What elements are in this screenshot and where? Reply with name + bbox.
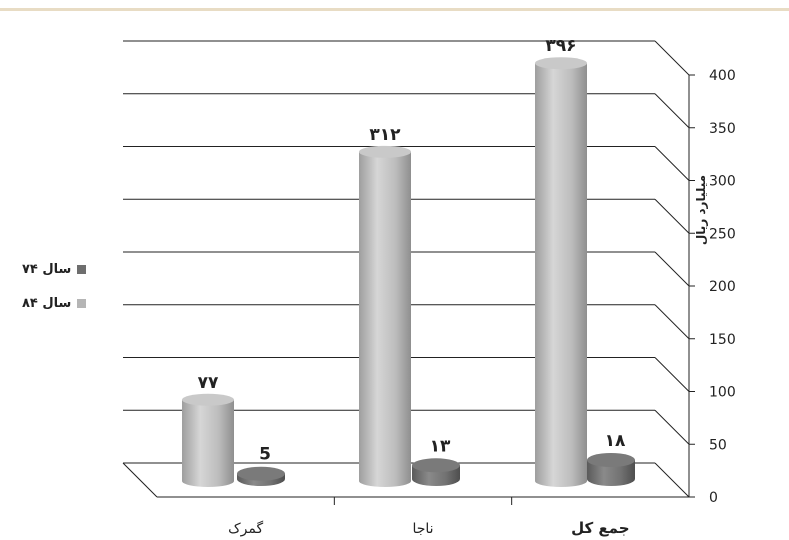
data-label-series-0: ۳۹۶ [545, 36, 576, 56]
gridline-side [654, 409, 690, 445]
bar-series-0 [535, 57, 587, 487]
gridline-side [654, 146, 690, 181]
gridline-side [654, 93, 690, 129]
y-tick-label: 150 [709, 332, 736, 348]
floor-left-edge [122, 462, 158, 498]
x-tick-label: جمع کل [571, 519, 629, 537]
gridline-side [654, 357, 690, 392]
bar-series-1 [237, 466, 285, 486]
legend-swatch-series-0 [77, 299, 87, 308]
y-tick-label: 400 [709, 68, 736, 84]
x-tick-label: گمرک [228, 520, 263, 537]
legend-swatch-series-1 [77, 265, 87, 274]
y-tick-label: 100 [709, 385, 736, 401]
bar-series-0 [182, 393, 234, 487]
gridline-side [654, 251, 690, 287]
bar-series-1-top [587, 453, 635, 468]
legend-item-series-0: سال ۸۴ [22, 296, 87, 311]
bar-series-0-top [182, 393, 234, 406]
legend-label-series-0: سال ۸۴ [22, 296, 72, 311]
bar-series-1-top [237, 466, 285, 481]
bar-series-0-top [359, 145, 411, 158]
gridline-side [654, 40, 690, 76]
bar-series-0 [359, 145, 411, 487]
gridline-side [654, 198, 690, 234]
data-label-series-1: ۱۸ [605, 431, 626, 451]
data-label-series-0: ۷۷ [198, 373, 219, 393]
gridline-side [654, 462, 690, 498]
y-tick-label: 50 [709, 437, 727, 453]
y-axis-label: میلیارد ریال [694, 174, 708, 246]
data-label-series-1: ۱۳ [430, 436, 451, 456]
y-tick-label: 0 [709, 490, 718, 506]
bar-series-0-body [535, 63, 587, 481]
y-tick-label: 200 [709, 279, 736, 295]
x-tick-label: ناجا [412, 521, 433, 537]
bar-series-1 [587, 453, 635, 486]
bar-series-0-top [535, 57, 587, 70]
top-rule [0, 8, 789, 11]
y-tick-label: 250 [709, 226, 736, 242]
legend-label-series-1: سال ۷۴ [22, 262, 72, 277]
gridline-side [654, 304, 690, 340]
y-tick-label: 350 [709, 121, 736, 137]
bar-series-1 [412, 458, 460, 486]
bar-series-0-body [359, 151, 411, 481]
bar-series-1-top [412, 458, 460, 473]
data-label-series-0: ۳۱۲ [369, 125, 401, 145]
bar-series-0-body [182, 399, 234, 481]
y-tick-label: 300 [709, 174, 736, 190]
data-label-series-1: 5 [259, 445, 271, 465]
legend-item-series-1: سال ۷۴ [22, 262, 87, 277]
